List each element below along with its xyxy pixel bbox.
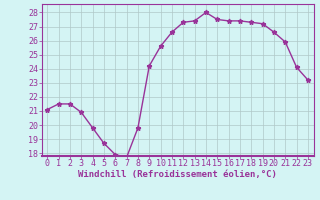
X-axis label: Windchill (Refroidissement éolien,°C): Windchill (Refroidissement éolien,°C) [78, 170, 277, 179]
